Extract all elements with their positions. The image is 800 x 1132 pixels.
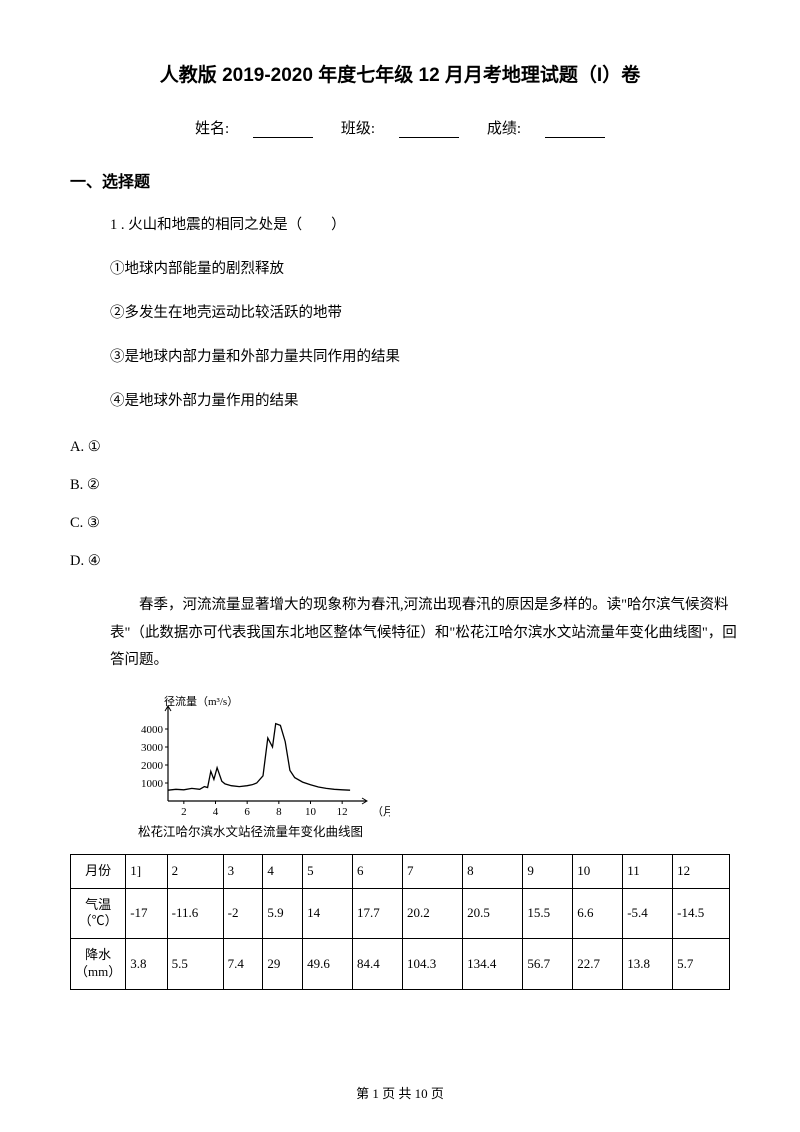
option-c: C. ③ — [70, 508, 730, 540]
svg-text:4: 4 — [213, 806, 219, 818]
cell: -2 — [223, 888, 263, 939]
option-a: A. ① — [70, 432, 730, 464]
q1-options: A. ① B. ② C. ③ D. ④ — [70, 432, 730, 578]
svg-text:2000: 2000 — [141, 760, 164, 772]
runoff-chart: 径流量（m³/s） 1000 2000 3000 4000 2 4 6 8 10 12 （月） 松花江… — [120, 689, 730, 840]
cell: 12 — [673, 854, 730, 888]
class-blank — [399, 137, 459, 138]
runoff-chart-svg: 径流量（m³/s） 1000 2000 3000 4000 2 4 6 8 10 12 （月） — [120, 689, 390, 819]
svg-text:2: 2 — [181, 806, 187, 818]
cell: -17 — [126, 888, 167, 939]
cell: -5.4 — [623, 888, 673, 939]
student-info-row: 姓名: 班级: 成绩: — [70, 117, 730, 138]
q1-statement-3: ③是地球内部力量和外部力量共同作用的结果 — [110, 344, 730, 370]
cell: 5 — [303, 854, 353, 888]
svg-text:（月）: （月） — [372, 805, 390, 818]
month-header: 月份 — [71, 854, 126, 888]
cell: 3 — [223, 854, 263, 888]
cell: 7 — [402, 854, 462, 888]
cell: 6 — [353, 854, 403, 888]
svg-text:1000: 1000 — [141, 778, 164, 790]
cell: 5.9 — [263, 888, 303, 939]
cell: -14.5 — [673, 888, 730, 939]
name-label: 姓名: — [195, 121, 229, 137]
svg-text:6: 6 — [244, 806, 250, 818]
temp-header: 气温（℃） — [71, 888, 126, 939]
cell: 2 — [167, 854, 223, 888]
name-blank — [253, 137, 313, 138]
cell: 56.7 — [523, 939, 573, 990]
cell: 3.8 — [126, 939, 167, 990]
table-row-month: 月份 1] 2 3 4 5 6 7 8 9 10 11 12 — [71, 854, 730, 888]
passage-text: 春季，河流流量显著增大的现象称为春汛,河流出现春汛的原因是多样的。读"哈尔滨气候… — [110, 592, 750, 675]
cell: 9 — [523, 854, 573, 888]
chart-caption: 松花江哈尔滨水文站径流量年变化曲线图 — [138, 821, 730, 840]
page-title: 人教版 2019-2020 年度七年级 12 月月考地理试题（I）卷 — [70, 60, 730, 87]
cell: 49.6 — [303, 939, 353, 990]
cell: 104.3 — [402, 939, 462, 990]
option-d: D. ④ — [70, 546, 730, 578]
page-footer: 第 1 页 共 10 页 — [0, 1083, 800, 1102]
cell: 11 — [623, 854, 673, 888]
q1-stem: 1 . 火山和地震的相同之处是（ ） — [110, 212, 730, 238]
svg-text:4000: 4000 — [141, 724, 164, 736]
cell: -11.6 — [167, 888, 223, 939]
cell: 1] — [126, 854, 167, 888]
svg-text:3000: 3000 — [141, 742, 164, 754]
question-1: 1 . 火山和地震的相同之处是（ ） ①地球内部能量的剧烈释放 ②多发生在地壳运… — [110, 212, 730, 414]
cell: 17.7 — [353, 888, 403, 939]
climate-table: 月份 1] 2 3 4 5 6 7 8 9 10 11 12 气温（℃） -17… — [70, 854, 730, 990]
cell: 7.4 — [223, 939, 263, 990]
cell: 5.5 — [167, 939, 223, 990]
table-row-temp: 气温（℃） -17 -11.6 -2 5.9 14 17.7 20.2 20.5… — [71, 888, 730, 939]
q1-statement-1: ①地球内部能量的剧烈释放 — [110, 256, 730, 282]
cell: 29 — [263, 939, 303, 990]
cell: 20.5 — [463, 888, 523, 939]
table-row-precip: 降水（mm） 3.8 5.5 7.4 29 49.6 84.4 104.3 13… — [71, 939, 730, 990]
cell: 8 — [463, 854, 523, 888]
cell: 13.8 — [623, 939, 673, 990]
cell: 22.7 — [573, 939, 623, 990]
cell: 6.6 — [573, 888, 623, 939]
cell: 10 — [573, 854, 623, 888]
q1-statement-2: ②多发生在地壳运动比较活跃的地带 — [110, 300, 730, 326]
cell: 15.5 — [523, 888, 573, 939]
class-label: 班级: — [341, 121, 375, 137]
cell: 20.2 — [402, 888, 462, 939]
cell: 134.4 — [463, 939, 523, 990]
score-label: 成绩: — [487, 121, 521, 137]
cell: 4 — [263, 854, 303, 888]
section-heading: 一、选择题 — [70, 168, 730, 192]
precip-header: 降水（mm） — [71, 939, 126, 990]
score-blank — [545, 137, 605, 138]
option-b: B. ② — [70, 470, 730, 502]
svg-text:10: 10 — [305, 806, 317, 818]
cell: 14 — [303, 888, 353, 939]
q1-statement-4: ④是地球外部力量作用的结果 — [110, 388, 730, 414]
svg-text:8: 8 — [276, 806, 282, 818]
svg-text:12: 12 — [337, 806, 348, 818]
cell: 84.4 — [353, 939, 403, 990]
cell: 5.7 — [673, 939, 730, 990]
svg-text:径流量（m³/s）: 径流量（m³/s） — [164, 694, 238, 708]
